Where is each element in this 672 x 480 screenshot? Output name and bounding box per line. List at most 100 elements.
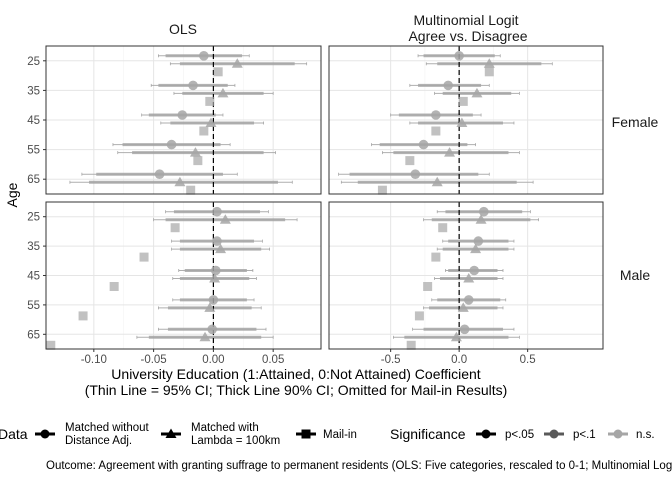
point-matched-with	[483, 58, 495, 68]
y-tick-label: 25	[27, 56, 40, 68]
point-matched-with	[456, 117, 468, 127]
point-mail-in	[414, 311, 424, 321]
point-matched-without	[177, 110, 188, 120]
point-matched-with	[205, 117, 217, 127]
point-matched-with	[463, 273, 475, 283]
legend-data-title: Data	[0, 426, 28, 442]
point-mail-in	[78, 311, 88, 321]
point-mail-in	[484, 67, 494, 77]
point-matched-without	[473, 236, 484, 246]
legend-triangle-symbol	[165, 428, 177, 438]
point-matched-without	[210, 265, 221, 276]
y-tick-label: 65	[27, 174, 40, 186]
legend-key-matched-without: Matched without Distance Adj.	[35, 422, 150, 447]
y-axis-title: Age	[4, 182, 20, 207]
legend-label-matched-without-line2: Distance Adj.	[65, 435, 132, 447]
point-matched-without	[454, 51, 464, 61]
legend-label-p1: p<.1	[573, 429, 596, 441]
point-matched-without	[154, 169, 165, 179]
y-tick-label: 45	[27, 271, 40, 283]
point-matched-with	[470, 243, 482, 254]
point-matched-with	[174, 176, 186, 187]
x-tick-label: -0.05	[140, 354, 166, 366]
point-mail-in	[438, 223, 448, 233]
panel-border	[328, 45, 604, 195]
y-tick-label: 45	[27, 115, 40, 127]
x-tick-label: -0.5	[381, 354, 401, 366]
point-mail-in	[377, 185, 387, 195]
legend-sig-symbol	[549, 429, 559, 439]
point-matched-with	[215, 243, 227, 254]
legend-label-p05: p<.05	[505, 429, 534, 441]
point-matched-with	[209, 273, 221, 283]
point-mail-in	[109, 282, 119, 291]
point-matched-with	[199, 331, 211, 342]
point-matched-without	[207, 324, 217, 335]
point-matched-with	[219, 214, 231, 224]
point-mail-in	[186, 185, 196, 195]
point-matched-with	[204, 302, 216, 312]
facet-title-multinomial: Multinomial Logit Agree vs. Disagree	[408, 12, 527, 44]
legend-label-matched-with-line1: Matched with	[191, 422, 259, 434]
point-matched-with	[431, 176, 443, 187]
legend-data: Data Matched without Distance Adj. Match…	[0, 422, 357, 447]
legend-sig-symbol	[613, 429, 623, 439]
point-mail-in	[431, 252, 441, 262]
point-mail-in	[405, 156, 415, 166]
point-matched-with	[189, 147, 201, 157]
point-matched-with	[457, 302, 469, 312]
point-mail-in	[458, 96, 468, 106]
point-matched-without	[410, 169, 421, 179]
row-strip-male: Male	[620, 267, 651, 283]
legend-key-p05: p<.05	[476, 429, 534, 441]
point-mail-in	[139, 252, 149, 262]
legend-label-mail-in: Mail-in	[323, 429, 357, 441]
point-matched-without	[199, 51, 209, 61]
legend-square-symbol	[301, 429, 311, 439]
point-matched-without	[208, 295, 219, 305]
x-tick-label: -0.10	[81, 354, 107, 366]
legend-key-p1: p<.1	[544, 429, 596, 441]
point-matched-without	[188, 80, 198, 91]
point-mail-in	[205, 96, 215, 106]
point-matched-without	[212, 236, 222, 246]
panel-0-0: 25 35 45 55 65	[27, 45, 322, 195]
point-matched-with	[217, 87, 229, 98]
legend-circle-symbol	[40, 429, 50, 439]
legend-label-matched-with-line2: Lambda = 100km	[191, 435, 280, 447]
point-mail-in	[170, 223, 180, 233]
point-matched-without	[212, 206, 222, 217]
point-matched-without	[469, 265, 480, 276]
point-matched-with	[231, 58, 243, 68]
point-mail-in	[423, 282, 433, 291]
y-tick-label: 35	[27, 241, 40, 253]
point-mail-in	[213, 67, 223, 77]
point-matched-without	[418, 139, 429, 150]
point-matched-without	[166, 139, 177, 150]
x-tick-label: 0.5	[520, 354, 536, 366]
y-tick-label: 65	[27, 329, 40, 341]
facet-title-multinomial-line2: Agree vs. Disagree	[408, 28, 527, 44]
point-matched-with	[450, 331, 462, 342]
y-tick-label: 25	[27, 212, 40, 224]
point-matched-without	[463, 295, 474, 305]
point-matched-with	[444, 147, 456, 157]
x-axis-title-line1: University Education (1:Attained, 0:Not …	[111, 366, 480, 382]
point-matched-without	[443, 80, 453, 91]
legend-label-matched-without-line1: Matched without	[65, 422, 150, 434]
facet-title-ols: OLS	[169, 21, 197, 37]
point-matched-without	[431, 110, 441, 120]
point-matched-with	[475, 214, 487, 224]
panel-1-0	[328, 45, 604, 195]
point-matched-with	[471, 87, 483, 98]
point-mail-in	[199, 126, 209, 136]
legend-label-ns: n.s.	[636, 429, 655, 441]
legend-key-ns: n.s.	[608, 429, 655, 441]
facet-title-multinomial-line1: Multinomial Logit	[414, 12, 519, 28]
point-mail-in	[406, 340, 416, 350]
point-mail-in	[193, 156, 203, 166]
legend-key-mail-in: Mail-in	[296, 429, 357, 441]
panel-1-1: -0.5 0.0 0.5	[328, 201, 604, 366]
panels-group: 25 35 45 55 65 25 35 45 55 65 -0.10 -0.05 0.00 0.05 -0…	[27, 45, 604, 366]
